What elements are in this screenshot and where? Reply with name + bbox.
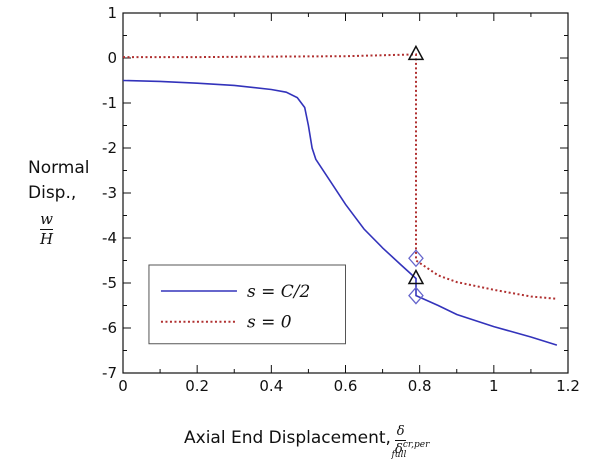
- diamond-marker: [408, 286, 424, 305]
- x-tick-label: 1.2: [556, 377, 580, 395]
- x-tick-label: 0.8: [408, 377, 432, 395]
- y-axis-label-line1: Normal: [28, 158, 90, 178]
- y-tick-label: -3: [102, 184, 117, 202]
- x-tick-label: 0.4: [259, 377, 283, 395]
- y-frac-numerator: w: [40, 210, 53, 228]
- x-axis-label-text: Axial End Displacement,: [184, 428, 391, 448]
- y-tick-label: 0: [107, 49, 117, 67]
- y-axis-label-fraction: w H: [40, 210, 54, 248]
- y-tick-label: 1: [107, 4, 117, 22]
- triangle-marker: [407, 44, 425, 61]
- y-tick-label: -4: [102, 229, 117, 247]
- x-frac-den-sub: full: [391, 450, 407, 460]
- y-tick-label: -5: [102, 274, 117, 292]
- diamond-marker: [408, 249, 424, 268]
- series-line-s-0: [123, 53, 557, 300]
- x-tick-label: 0.6: [334, 377, 358, 395]
- legend-box: [148, 264, 346, 345]
- x-tick-label: 0.2: [185, 377, 209, 395]
- x-axis-label-fraction: δ δcr,perfull: [391, 424, 430, 460]
- triangle-marker: [407, 268, 425, 285]
- series-lines: [122, 53, 558, 346]
- y-tick-label: -1: [102, 94, 117, 112]
- x-axis-label: Axial End Displacement,: [184, 428, 391, 448]
- y-tick-label: -6: [102, 319, 117, 337]
- y-axis-label-line2: Disp.,: [28, 183, 77, 203]
- y-tick-label: -2: [102, 139, 117, 157]
- x-tick-label: 0: [118, 377, 128, 395]
- y-frac-denominator: H: [40, 230, 54, 248]
- legend: s = C/2 s = 0: [148, 264, 346, 345]
- x-frac-denominator: δcr,perfull: [391, 440, 430, 460]
- x-tick-label: 1: [489, 377, 499, 395]
- x-frac-numerator: δ: [396, 424, 405, 439]
- plot-axes: [122, 12, 569, 374]
- tick-labels: 0 0.2 0.4 0.6 0.8 1 1.2 1 0 -1 -2 -3 -4 -5 -6 -7: [102, 4, 580, 395]
- series-line-s-c2: [122, 79, 558, 346]
- legend-label: s = 0: [247, 313, 292, 333]
- series-markers: [407, 44, 425, 305]
- y-tick-label: -7: [102, 364, 117, 382]
- x-frac-den-sup: cr,per: [402, 440, 430, 450]
- legend-label: s = C/2: [247, 282, 310, 302]
